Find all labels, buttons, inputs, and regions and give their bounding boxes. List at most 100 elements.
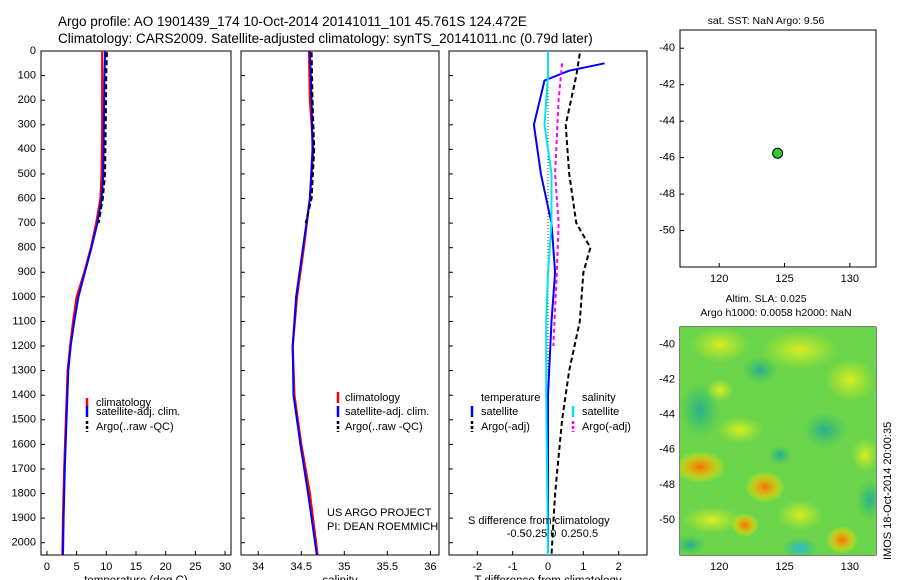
y-tick-label: 1600	[12, 438, 36, 450]
salinity-legend: climatology satellite-adj. clim. Argo(..…	[336, 392, 429, 433]
series-line	[97, 52, 108, 224]
top-tick-label: 0.5	[583, 528, 598, 540]
panels: 0100200300400500600700800900100011001200…	[12, 29, 877, 580]
x-axis-label: temperature (deg C)	[84, 575, 188, 580]
x-tick-label: 130	[841, 273, 859, 285]
series-line	[532, 62, 605, 555]
y-tick-label: 1200	[12, 340, 36, 352]
y-tick-label: -42	[659, 374, 675, 386]
plot-frame	[240, 50, 440, 556]
sla-map-title: Altim. SLA: 0.025	[725, 293, 806, 305]
x-tick-label: -2	[472, 561, 482, 573]
x-tick-label: 35	[338, 561, 350, 573]
x-tick-label: 34	[252, 561, 264, 573]
y-tick-label: -50	[659, 514, 675, 526]
y-tick-label: 1300	[12, 365, 36, 377]
legend-header-salinity: salinity	[582, 392, 616, 404]
series-line	[552, 63, 564, 347]
y-tick-label: -42	[659, 79, 675, 91]
y-tick-label: 1700	[12, 463, 36, 475]
series-line	[62, 50, 107, 556]
sst-map-title: sat. SST: NaN Argo: 9.56	[708, 15, 825, 27]
y-tick-label: -44	[659, 115, 675, 127]
y-tick-label: 600	[18, 192, 36, 204]
x-tick-label: 20	[160, 561, 172, 573]
legend-label-sal-argo: Argo(-adj)	[582, 421, 631, 433]
x-tick-label: 5	[74, 561, 80, 573]
legend-label-temp-argo: Argo(-adj)	[481, 421, 530, 433]
profile-panel-2: 34 34.5 35 35.5 36 salinity	[240, 50, 440, 580]
x-axis-label: T difference from climatology	[474, 575, 621, 580]
legend-label-climatology: climatology	[345, 392, 401, 404]
x-tick-label: 2	[616, 561, 622, 573]
y-tick-label: 300	[18, 119, 36, 131]
y-tick-label: 400	[18, 143, 36, 155]
y-tick-label: 1400	[12, 389, 36, 401]
profile-panel-3: -2 -1 0 1 2 T difference from climatology -0.5…	[448, 50, 648, 580]
legend-header-temperature: temperature	[481, 392, 540, 404]
top-tick-label: 0.25	[561, 528, 582, 540]
y-tick-label: 1500	[12, 414, 36, 426]
legend-label-satellite: satellite-adj. clim.	[96, 406, 180, 418]
y-tick-label: -46	[659, 444, 675, 456]
y-tick-label: 500	[18, 168, 36, 180]
header-line-2: Climatology: CARS2009. Satellite-adjuste…	[58, 31, 593, 46]
plot-frame	[40, 50, 232, 556]
sla-heatmap-field	[680, 327, 876, 555]
legend-label-satellite: satellite-adj. clim.	[345, 406, 429, 418]
y-tick-label: -48	[659, 188, 675, 200]
x-tick-label: -1	[508, 561, 518, 573]
imos-stamp: IMOS 18-Oct-2014 20:00:35	[882, 422, 894, 560]
series-line	[550, 53, 592, 556]
top-tick-label: -0.5	[507, 528, 526, 540]
x-tick-label: 125	[775, 561, 793, 573]
x-tick-label: 0	[545, 561, 551, 573]
y-tick-label: -50	[659, 224, 675, 236]
x-tick-label: 130	[841, 561, 859, 573]
y-tick-label: 200	[18, 94, 36, 106]
series-line	[543, 51, 553, 556]
x-axis-label: salinity	[322, 575, 357, 580]
x-tick-label: 125	[775, 273, 793, 285]
legend-label-sal-satellite: satellite	[582, 406, 619, 418]
legend-label-climatology: climatology	[96, 397, 152, 409]
legend-label-argo: Argo(..raw -QC)	[96, 421, 174, 433]
y-tick-label: -40	[659, 338, 675, 350]
x-tick-label: 15	[130, 561, 142, 573]
y-tick-label: 1100	[12, 315, 36, 327]
x-tick-label: 25	[189, 561, 201, 573]
header-line-1: Argo profile: AO 1901439_174 10-Oct-2014…	[58, 14, 527, 29]
y-tick-label: -40	[659, 42, 675, 54]
top-tick-label: -0.25	[522, 528, 547, 540]
sla-map-subtitle: Argo h1000: 0.0058 h2000: NaN	[700, 307, 851, 319]
y-tick-label: 1000	[12, 291, 36, 303]
x-tick-label: 36	[424, 561, 436, 573]
series-line	[291, 50, 318, 556]
project-credit: US ARGO PROJECT	[327, 507, 432, 519]
y-tick-label: 1900	[12, 512, 36, 524]
x-tick-label: 35.5	[377, 561, 398, 573]
y-tick-label: 800	[18, 242, 36, 254]
argo-position-marker	[772, 147, 784, 159]
y-tick-label: -48	[659, 479, 675, 491]
series-line	[304, 52, 316, 224]
x-tick-label: 120	[710, 561, 728, 573]
x-tick-label: 30	[219, 561, 231, 573]
x-tick-label: 10	[100, 561, 112, 573]
y-tick-label: 900	[18, 266, 36, 278]
x-tick-label: 34.5	[291, 561, 312, 573]
x-tick-label: 0	[44, 561, 50, 573]
x-tick-label: 120	[710, 273, 728, 285]
sst-map-panel: 120 125 130 -40 -42 -44 -46 -48 -50	[659, 29, 877, 285]
y-tick-label: 100	[18, 69, 36, 81]
legend-label-argo: Argo(..raw -QC)	[345, 421, 423, 433]
y-tick-label: 700	[18, 217, 36, 229]
temperature-legend: climatology satellite-adj. clim. Argo(..…	[85, 397, 180, 433]
y-tick-label: 1800	[12, 487, 36, 499]
x-tick-label: 1	[580, 561, 586, 573]
difference-legend: temperature salinity satellite Argo(-adj…	[470, 392, 631, 433]
y-tick-label: 0	[30, 45, 36, 57]
legend-label-temp-satellite: satellite	[481, 406, 518, 418]
pi-credit: PI: DEAN ROEMMICH	[327, 521, 438, 533]
